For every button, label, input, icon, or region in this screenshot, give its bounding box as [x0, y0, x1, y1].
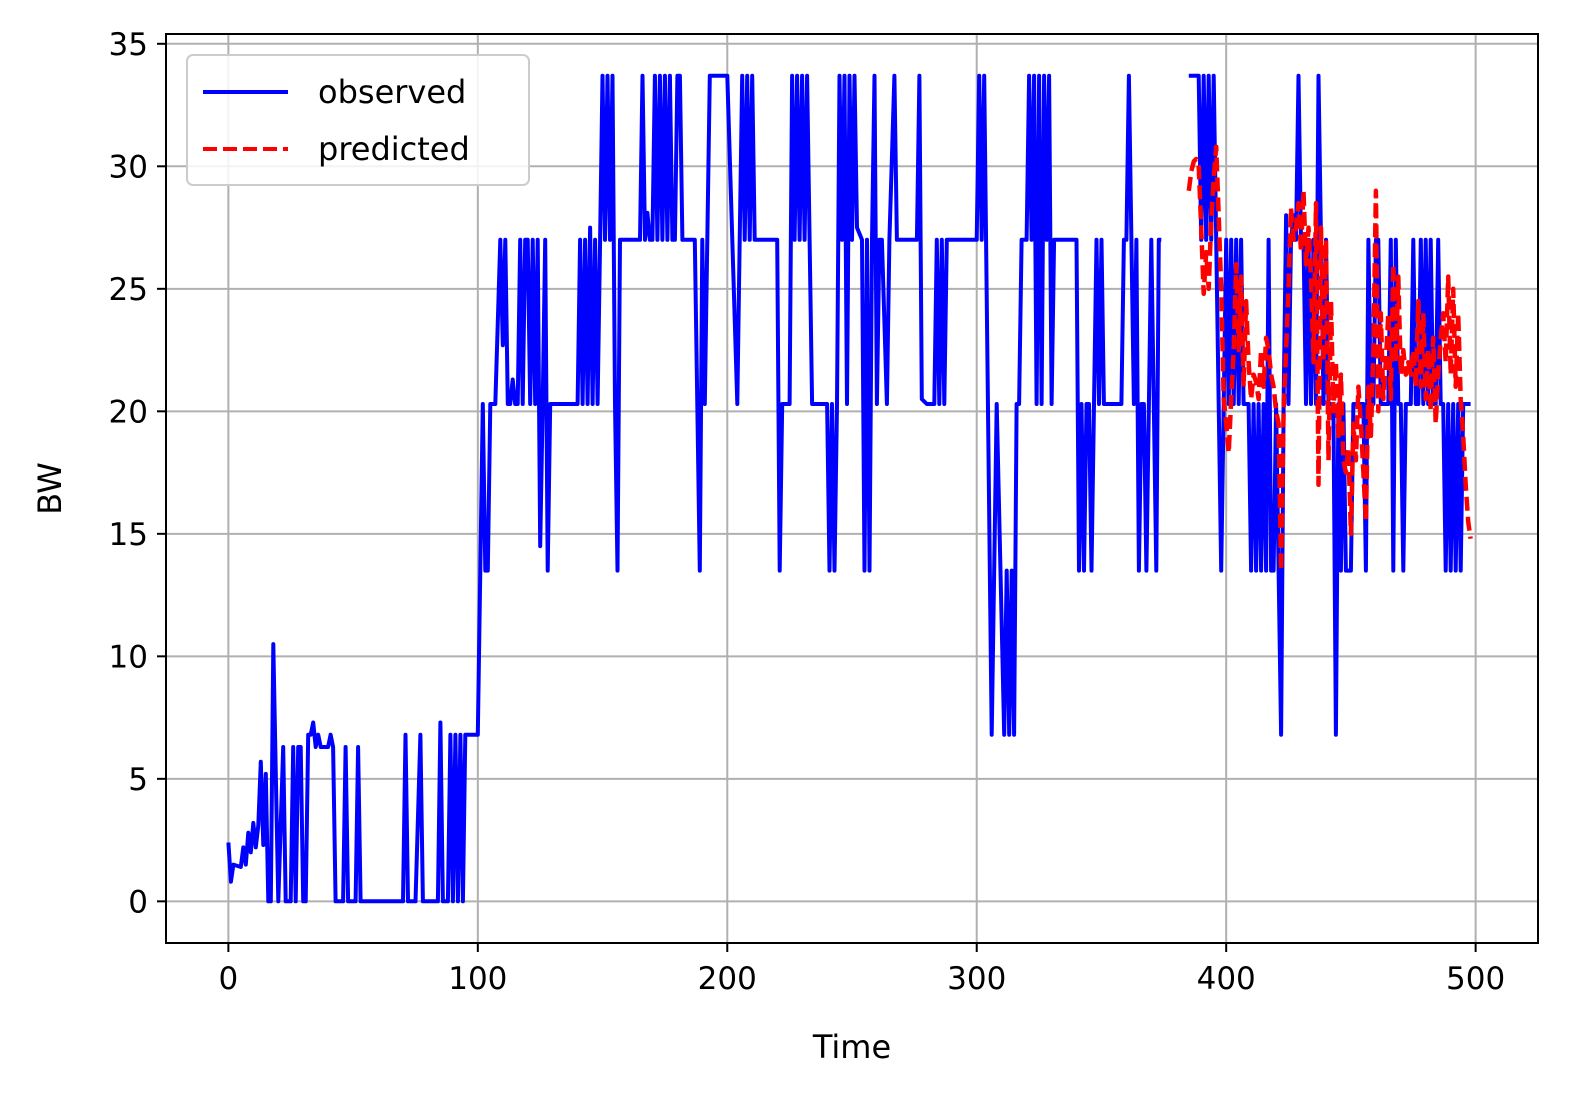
y-tick-label: 10 [109, 639, 148, 675]
y-axis-label: BW [31, 462, 69, 514]
y-tick-label: 35 [109, 27, 148, 63]
legend-label-predicted: predicted [318, 130, 470, 168]
x-tick-label: 100 [448, 961, 507, 997]
x-tick-label: 0 [218, 961, 238, 997]
y-tick-label: 15 [109, 517, 148, 553]
axis-ticks: 0 100 200 300 400 500 0 5 10 15 20 25 30 35 [109, 27, 1506, 997]
y-tick-label: 30 [109, 149, 148, 185]
x-tick-label: 300 [947, 961, 1006, 997]
series-predicted-line [1186, 144, 1473, 573]
legend-box [186, 54, 530, 186]
x-tick-label: 400 [1197, 961, 1256, 997]
y-tick-label: 5 [128, 762, 148, 798]
y-tick-label: 20 [109, 394, 148, 430]
y-tick-label: 0 [128, 884, 148, 920]
legend: observed predicted [186, 54, 530, 186]
x-tick-label: 200 [698, 961, 757, 997]
y-tick-label: 25 [109, 272, 148, 308]
x-tick-label: 500 [1446, 961, 1505, 997]
legend-label-observed: observed [318, 73, 466, 111]
series-layer [226, 73, 1473, 904]
plot-frame [165, 33, 1539, 944]
series-observed-line [226, 73, 1471, 904]
x-axis-label: Time [812, 1028, 891, 1066]
